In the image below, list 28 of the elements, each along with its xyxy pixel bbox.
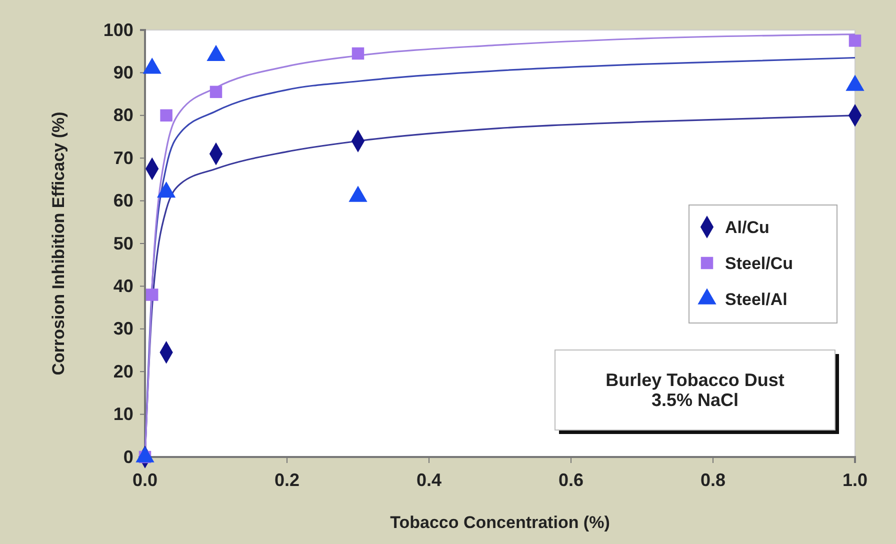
y-tick-label: 40 [113,276,134,296]
y-tick-label: 100 [103,20,134,40]
legend-label: Steel/Cu [725,254,794,273]
point [210,86,222,98]
point [146,288,158,301]
x-tick-label: 0.0 [132,470,158,490]
y-tick-label: 90 [113,62,134,82]
legend-label: Al/Cu [725,218,770,237]
x-tick-label: 0.2 [274,470,300,490]
legend-label: Steel/Al [725,290,788,309]
x-axis-title: Tobacco Concentration (%) [390,513,610,532]
y-tick-label: 60 [113,190,134,211]
y-tick-label: 80 [113,105,134,126]
y-tick-label: 10 [113,404,134,424]
x-tick-label: 0.4 [416,470,442,490]
x-tick-label: 0.8 [700,470,726,490]
y-tick-label: 30 [113,318,134,339]
y-tick-label: 70 [113,148,134,168]
point [160,109,172,122]
point [352,47,364,60]
y-axis-title: Corrosion Inhibition Efficacy (%) [49,112,68,376]
point [848,34,862,47]
y-tick-label: 20 [113,361,134,382]
x-tick-label: 0.6 [558,470,584,490]
y-tick-label: 0 [123,446,134,467]
y-tick-label: 50 [113,233,134,254]
x-tick-label: 1.0 [842,470,868,490]
annotation: Burley Tobacco Dust 3.5% NaCl [606,370,784,410]
